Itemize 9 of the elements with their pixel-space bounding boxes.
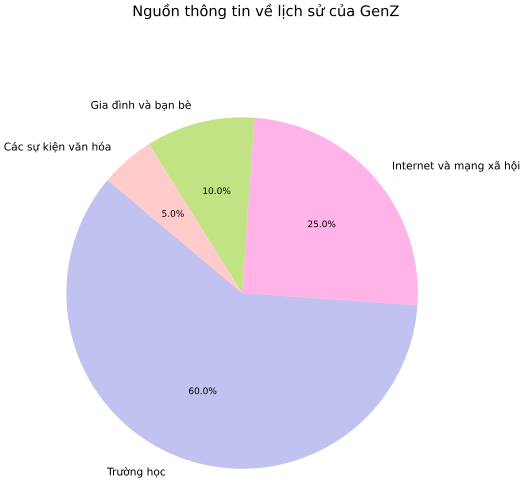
slice-label: Internet và mạng xã hội (393, 160, 520, 172)
chart-title: Nguồn thông tin về lịch sử của GenZ (134, 4, 399, 19)
slice-label: Gia đình và bạn bè (91, 100, 191, 111)
data-label: 60.0% (189, 387, 216, 394)
data-label: 10.0% (203, 187, 230, 194)
data-label: 5.0% (162, 210, 184, 217)
data-label: 25.0% (308, 220, 336, 228)
slice-label: Trường học (107, 466, 166, 478)
slice-label: Các sự kiện văn hóa (4, 142, 110, 152)
